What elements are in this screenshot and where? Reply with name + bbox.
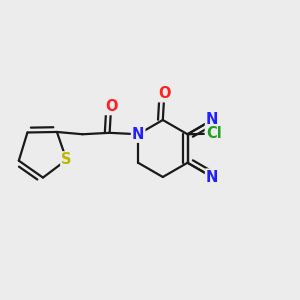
Text: S: S [61, 152, 72, 167]
Text: N: N [206, 112, 218, 128]
Text: O: O [105, 99, 117, 114]
Text: O: O [158, 86, 171, 101]
Text: Cl: Cl [206, 126, 222, 141]
Text: N: N [206, 169, 218, 184]
Text: N: N [132, 127, 144, 142]
